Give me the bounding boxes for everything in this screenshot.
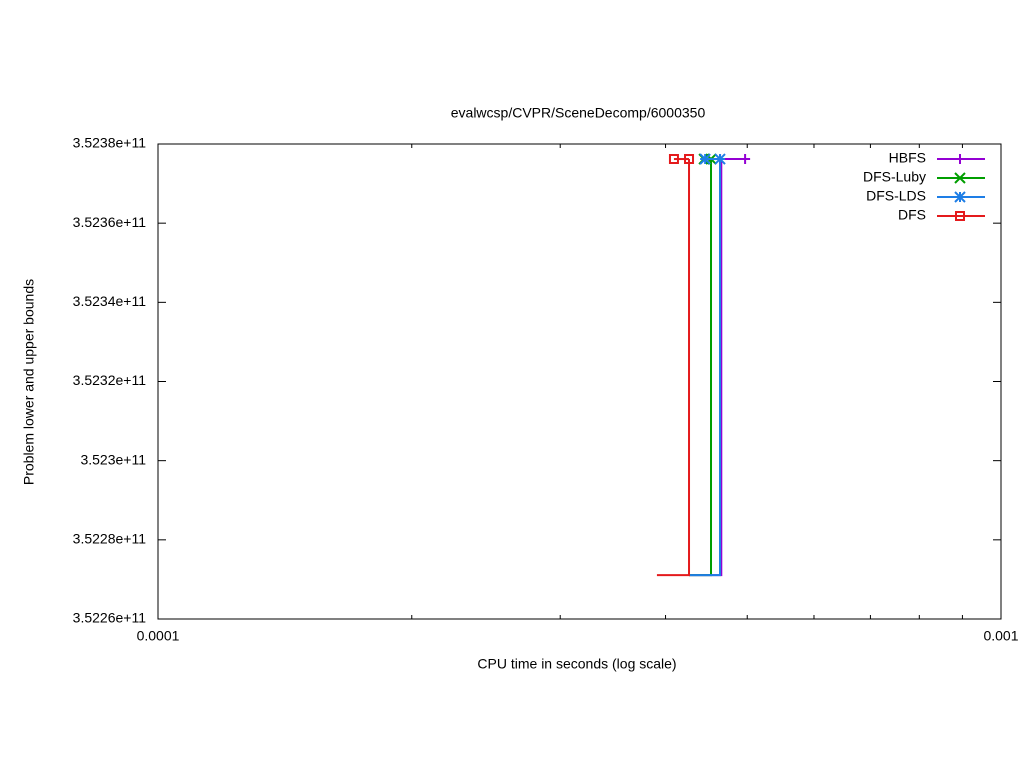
- legend-label: DFS-LDS: [866, 188, 926, 204]
- plot-frame: [157, 143, 1002, 620]
- legend-marker: [955, 154, 965, 164]
- legend-label: DFS-Luby: [863, 169, 926, 185]
- y-tick-label: 3.5226e+11: [73, 610, 147, 626]
- legend-marker: [954, 172, 966, 184]
- y-tick-label: 3.5238e+11: [73, 135, 147, 151]
- point-marker: [740, 154, 751, 165]
- chart-title: evalwcsp/CVPR/SceneDecomp/6000350: [451, 105, 706, 121]
- x-tick-label: 0.001: [983, 628, 1018, 644]
- legend-marker: [955, 211, 965, 221]
- point-marker: [714, 153, 726, 165]
- bound-line: [689, 159, 722, 577]
- point-marker: [668, 154, 679, 165]
- x-axis-label: CPU time in seconds (log scale): [477, 656, 676, 672]
- point-marker: [684, 154, 695, 165]
- point-marker: [699, 153, 711, 165]
- bound-line: [656, 159, 691, 577]
- y-tick-label: 3.5236e+11: [73, 214, 147, 230]
- legend-marker: [954, 191, 966, 203]
- legend-label: HBFS: [889, 150, 926, 166]
- x-tick-label: 0.0001: [137, 628, 180, 644]
- bound-line: [689, 159, 723, 577]
- y-tick-label: 3.5232e+11: [73, 372, 147, 388]
- y-tick-label: 3.5228e+11: [73, 531, 147, 547]
- legend-label: DFS: [898, 207, 926, 223]
- bound-line: [689, 159, 713, 577]
- y-tick-label: 3.523e+11: [80, 451, 146, 467]
- y-tick-label: 3.5234e+11: [73, 293, 147, 309]
- y-axis-label: Problem lower and upper bounds: [21, 279, 37, 485]
